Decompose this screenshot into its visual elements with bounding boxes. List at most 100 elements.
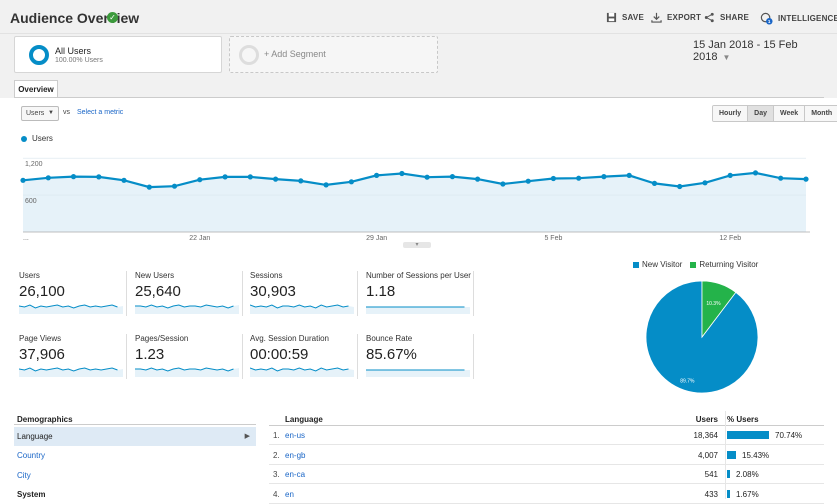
chart-panel bbox=[14, 97, 824, 245]
tab-overview[interactable]: Overview bbox=[14, 80, 58, 98]
add-segment-button[interactable]: + Add Segment bbox=[229, 36, 438, 73]
stat-label: Avg. Session Duration bbox=[250, 334, 330, 343]
sparkline bbox=[19, 367, 123, 377]
granularity-month-button[interactable]: Month bbox=[805, 106, 837, 121]
y-tick-label: 1,200 bbox=[25, 161, 43, 168]
data-point[interactable] bbox=[702, 180, 708, 186]
row-pct: 2.08% bbox=[736, 470, 759, 479]
save-button[interactable]: SAVE bbox=[606, 12, 644, 23]
chart-resize-handle[interactable]: ▾ bbox=[403, 242, 431, 248]
sparkline bbox=[250, 367, 354, 377]
share-button[interactable]: SHARE bbox=[704, 12, 749, 23]
y-tick-label: 600 bbox=[25, 198, 37, 205]
date-range-picker[interactable]: 15 Jan 2018 - 15 Feb 2018 ▼ bbox=[693, 39, 837, 63]
pie-slice[interactable] bbox=[701, 280, 737, 339]
stat-value: 25,640 bbox=[135, 283, 181, 300]
data-point[interactable] bbox=[778, 175, 784, 181]
data-point[interactable] bbox=[550, 175, 557, 182]
export-icon bbox=[651, 12, 662, 23]
stat-card: Bounce Rate 85.67% bbox=[366, 334, 474, 379]
data-point[interactable] bbox=[197, 177, 203, 183]
sparkline bbox=[19, 304, 123, 314]
date-range-label: 15 Jan 2018 - 15 Feb 2018 bbox=[693, 39, 798, 63]
demographics-item-city[interactable]: City bbox=[17, 471, 31, 480]
stat-card: Users 26,100 bbox=[19, 271, 127, 316]
data-point[interactable] bbox=[222, 174, 228, 180]
data-point[interactable] bbox=[424, 174, 430, 180]
data-point[interactable] bbox=[500, 181, 506, 187]
export-button[interactable]: EXPORT bbox=[651, 12, 701, 23]
data-point[interactable] bbox=[121, 177, 127, 183]
save-icon bbox=[606, 12, 617, 23]
data-point[interactable] bbox=[146, 184, 152, 190]
data-point[interactable] bbox=[727, 172, 733, 178]
language-link[interactable]: en-gb bbox=[285, 450, 306, 460]
row-users: 18,364 bbox=[693, 431, 718, 440]
data-point[interactable] bbox=[449, 174, 455, 180]
stat-card: Sessions 30,903 bbox=[250, 271, 358, 316]
demographics-item-language[interactable]: Language ▶ bbox=[14, 427, 256, 446]
segment-ring-icon bbox=[29, 45, 49, 65]
stat-label: Pages/Session bbox=[135, 334, 189, 343]
add-segment-label: + Add Segment bbox=[264, 49, 326, 59]
data-point[interactable] bbox=[475, 176, 481, 182]
data-point[interactable] bbox=[626, 172, 632, 178]
data-point[interactable] bbox=[247, 174, 253, 180]
data-point[interactable] bbox=[70, 174, 77, 180]
data-point[interactable] bbox=[803, 176, 809, 182]
language-link[interactable]: en-ca bbox=[285, 470, 306, 479]
granularity-hourly-button[interactable]: Hourly bbox=[713, 106, 749, 121]
pie-legend: New Visitor Returning Visitor bbox=[633, 260, 758, 269]
pie-legend-returning: Returning Visitor bbox=[690, 260, 758, 269]
metric-select[interactable]: Users ▼ bbox=[21, 106, 59, 121]
x-tick-label: 5 Feb bbox=[544, 235, 562, 242]
data-point[interactable] bbox=[323, 182, 329, 188]
granularity-toggle: Hourly Day Week Month bbox=[712, 105, 837, 122]
page-title: Audience Overview bbox=[10, 10, 140, 26]
granularity-day-button[interactable]: Day bbox=[748, 106, 775, 121]
visitor-pie-chart: 89.7% 10.3% bbox=[645, 280, 759, 394]
data-point[interactable] bbox=[651, 180, 658, 186]
series-line bbox=[22, 171, 807, 189]
col-language: Language bbox=[285, 415, 323, 424]
sparkline bbox=[366, 369, 470, 377]
granularity-week-button[interactable]: Week bbox=[774, 106, 806, 121]
stat-card: Page Views 37,906 bbox=[19, 334, 127, 379]
share-icon bbox=[704, 12, 714, 23]
verified-check-icon: ✓ bbox=[107, 12, 118, 23]
intelligence-icon: 1 bbox=[760, 12, 773, 25]
demographics-item-label: Language bbox=[17, 432, 53, 441]
data-point[interactable] bbox=[348, 179, 354, 185]
data-point[interactable] bbox=[171, 183, 178, 189]
pie-legend-returning-label: Returning Visitor bbox=[699, 260, 759, 269]
metric-select-value: Users bbox=[26, 110, 45, 117]
data-point[interactable] bbox=[374, 172, 380, 178]
data-point[interactable] bbox=[96, 174, 102, 180]
row-number: 3. bbox=[273, 470, 280, 479]
x-tick-label: 22 Jan bbox=[189, 235, 210, 242]
data-point[interactable] bbox=[677, 183, 683, 190]
stat-card: Avg. Session Duration 00:00:59 bbox=[250, 334, 358, 379]
data-point[interactable] bbox=[298, 178, 304, 184]
stat-label: Sessions bbox=[250, 271, 283, 280]
demographics-item-country[interactable]: Country bbox=[17, 451, 46, 460]
row-number: 4. bbox=[273, 489, 280, 499]
data-point[interactable] bbox=[20, 177, 26, 183]
system-heading: System bbox=[17, 490, 46, 499]
chevron-down-icon: ▼ bbox=[48, 110, 54, 116]
language-link[interactable]: en-us bbox=[285, 431, 306, 440]
data-point[interactable] bbox=[45, 175, 51, 181]
data-point[interactable] bbox=[273, 176, 279, 182]
data-point[interactable] bbox=[525, 178, 531, 184]
pct-bar bbox=[727, 489, 730, 498]
data-point[interactable] bbox=[752, 170, 759, 176]
select-metric-link[interactable]: Select a metric bbox=[77, 109, 124, 116]
data-point[interactable] bbox=[576, 175, 582, 181]
language-link[interactable]: en bbox=[285, 489, 294, 499]
intelligence-button[interactable]: 1 INTELLIGENCE bbox=[760, 12, 837, 25]
segment-all-users[interactable]: All Users 100.00% Users bbox=[14, 36, 222, 73]
data-point[interactable] bbox=[601, 174, 607, 180]
legend-swatch-icon bbox=[633, 261, 639, 268]
table-row: 4. en 433 1.67% bbox=[269, 485, 824, 504]
data-point[interactable] bbox=[399, 170, 405, 177]
